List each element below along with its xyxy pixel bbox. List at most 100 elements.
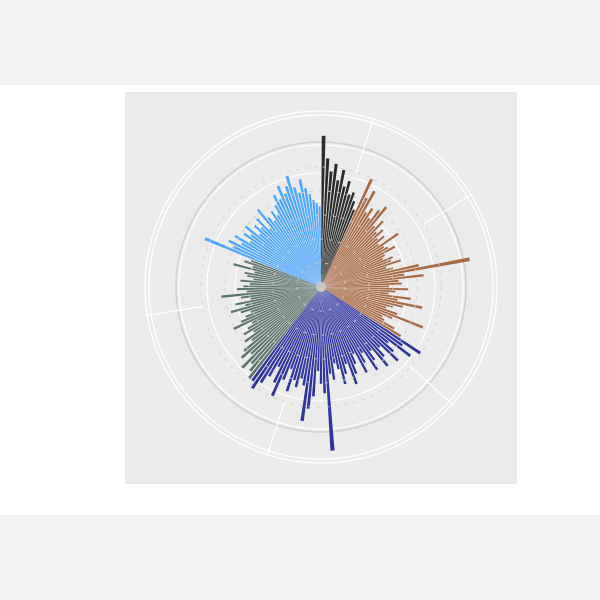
bar — [234, 234, 318, 286]
bar — [322, 290, 348, 365]
grid-spoke — [355, 116, 375, 173]
bar — [304, 188, 321, 284]
bar — [324, 288, 387, 309]
bar — [323, 229, 384, 285]
bar — [324, 273, 424, 287]
bar — [324, 287, 398, 301]
bar — [323, 290, 372, 352]
bar — [233, 263, 318, 287]
bar — [321, 180, 340, 284]
bar — [249, 282, 318, 287]
bar — [308, 193, 321, 284]
bar — [323, 211, 368, 284]
bar — [323, 290, 389, 367]
bar — [322, 290, 358, 375]
bar — [321, 290, 335, 451]
bar — [249, 240, 318, 285]
bar — [324, 259, 401, 286]
bar — [302, 290, 321, 386]
bar — [246, 287, 318, 293]
bar — [324, 288, 395, 330]
bar — [324, 287, 411, 300]
bar — [250, 290, 319, 390]
bar — [297, 192, 321, 284]
bar — [253, 289, 318, 333]
bar — [272, 290, 320, 384]
bar — [324, 288, 424, 329]
bar — [322, 192, 355, 284]
bar — [324, 289, 389, 344]
bar — [294, 290, 321, 388]
bar — [323, 289, 399, 362]
bar — [324, 257, 384, 286]
inner-dashed-grid — [200, 166, 442, 408]
bar — [228, 239, 318, 286]
bar — [324, 287, 396, 293]
bar — [322, 178, 373, 284]
bar — [251, 288, 318, 324]
bar — [245, 288, 318, 318]
bar — [324, 288, 383, 318]
bar — [318, 206, 321, 284]
bar — [230, 288, 318, 314]
bar — [321, 290, 332, 374]
grid-ring — [144, 110, 498, 464]
bar — [285, 290, 320, 392]
bar — [292, 187, 321, 284]
bar — [324, 254, 386, 286]
bar — [322, 290, 358, 385]
bar — [250, 288, 318, 313]
bar — [284, 186, 320, 284]
bar — [324, 289, 412, 358]
bar — [251, 289, 318, 342]
bar — [322, 290, 368, 373]
dashed-ring — [200, 166, 442, 408]
bar — [324, 279, 399, 287]
bar — [323, 290, 376, 361]
bar — [324, 282, 402, 287]
bar — [243, 289, 318, 352]
bar — [321, 290, 340, 370]
dashed-ring — [272, 238, 370, 336]
bar — [289, 290, 320, 370]
bar — [259, 233, 319, 285]
bar — [321, 135, 326, 284]
bar — [249, 290, 319, 372]
bar — [250, 287, 318, 300]
bar — [240, 288, 318, 314]
bar — [323, 289, 385, 358]
bar — [269, 228, 319, 285]
dashed-ring — [296, 262, 346, 312]
bar — [324, 267, 394, 287]
bar — [270, 290, 320, 397]
bar — [321, 163, 338, 284]
bar — [324, 288, 398, 316]
bar — [321, 171, 333, 284]
bar — [324, 287, 409, 291]
bar — [324, 288, 385, 321]
bar — [300, 290, 321, 422]
bar — [240, 289, 319, 359]
bar — [250, 289, 319, 365]
bar — [323, 237, 378, 285]
bar — [251, 290, 319, 382]
bar — [311, 290, 321, 397]
bar — [321, 290, 327, 394]
bar — [245, 287, 318, 307]
bar — [256, 208, 319, 284]
bar — [244, 271, 318, 287]
grid-ring-outer — [175, 141, 467, 433]
bar — [322, 194, 351, 284]
bar — [324, 285, 389, 288]
bar — [321, 186, 346, 284]
bar — [324, 287, 403, 308]
grid-spoke — [410, 366, 455, 407]
bar — [306, 290, 321, 409]
bar — [233, 288, 318, 330]
bar — [273, 220, 319, 284]
bar — [324, 246, 389, 286]
bar — [247, 288, 318, 330]
bar — [267, 216, 319, 284]
bar — [323, 289, 395, 353]
